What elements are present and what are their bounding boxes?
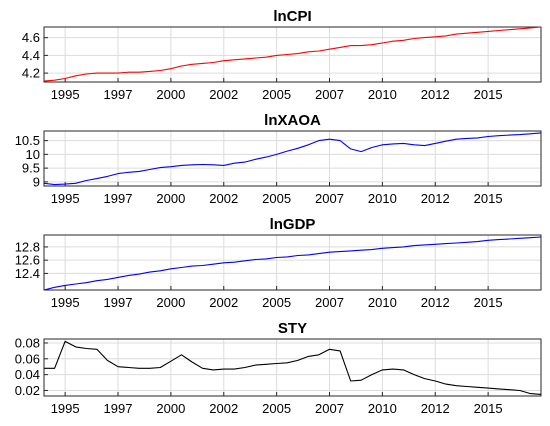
- axes-frame: [43, 130, 542, 187]
- panel-lnxaoa: 1995 1997 2000 2002 2005 2007 2010 2012 2015 99.5…: [15, 112, 542, 206]
- x-tick-label: 1997: [104, 87, 133, 102]
- x-tick-label: 2002: [209, 87, 238, 102]
- x-tick-label: 2012: [421, 87, 450, 102]
- y-tick-label: 12.4: [15, 266, 40, 281]
- x-tick-label: 2012: [421, 295, 450, 310]
- x-tick-label: 2005: [262, 191, 291, 206]
- x-tick-label: 2000: [156, 401, 185, 416]
- x-tick-label: 2007: [315, 191, 344, 206]
- x-tick-label: 2007: [315, 87, 344, 102]
- chart-title: lnGDP: [270, 216, 316, 233]
- x-tick-label: 2012: [421, 401, 450, 416]
- y-tick-label: 10.5: [15, 133, 40, 148]
- x-tick-label: 2010: [368, 401, 397, 416]
- y-tick-label: 0.08: [15, 335, 40, 350]
- x-tick-label: 1995: [51, 401, 80, 416]
- x-tick-label: 2015: [474, 295, 503, 310]
- series-line: [43, 26, 542, 82]
- x-tick-label: 1997: [104, 295, 133, 310]
- x-tick-label: 2000: [156, 295, 185, 310]
- panel-sty: 1995 1997 2000 2002 2005 2007 2010 2012 2015 0.02…: [15, 320, 542, 416]
- y-tick-label: 9.5: [22, 161, 40, 176]
- y-tick-label: 12.6: [15, 253, 40, 268]
- x-tick-label: 2005: [262, 87, 291, 102]
- y-tick-label: 0.06: [15, 351, 40, 366]
- y-tick-label: 4.4: [22, 48, 40, 63]
- x-tick-label: 2015: [474, 191, 503, 206]
- series-line: [43, 132, 542, 186]
- x-tick-label: 2000: [156, 191, 185, 206]
- series-line: [43, 236, 542, 291]
- axes-frame: [43, 26, 542, 83]
- y-tick-label: 4.2: [22, 66, 40, 81]
- x-tick-label: 2002: [209, 401, 238, 416]
- y-tick-label: 9: [33, 174, 40, 189]
- x-tick-label: 1997: [104, 191, 133, 206]
- panel-lngdp: 1995 1997 2000 2002 2005 2007 2010 2012 2015 12.4…: [15, 216, 542, 310]
- y-tick-label: 0.02: [15, 383, 40, 398]
- series-line: [44, 340, 542, 395]
- chart-title: lnXAOA: [264, 112, 321, 129]
- y-tick-label: 4.6: [22, 30, 40, 45]
- x-tick-label: 2007: [315, 401, 344, 416]
- y-tick-label: 10: [26, 147, 40, 162]
- x-tick-label: 2012: [421, 191, 450, 206]
- x-tick-label: 2002: [209, 295, 238, 310]
- panel-lncpi: 1995 1997 2000 2002 2005 2007 2010 2012 2015 4.2 4…: [22, 8, 542, 102]
- x-tick-label: 2015: [474, 87, 503, 102]
- x-tick-label: 2002: [209, 191, 238, 206]
- x-tick-label: 2000: [156, 87, 185, 102]
- x-tick-label: 2010: [368, 87, 397, 102]
- y-tick-label: 0.04: [15, 367, 40, 382]
- x-tick-label: 1995: [51, 191, 80, 206]
- x-tick-label: 2005: [262, 295, 291, 310]
- axes-frame: [43, 338, 542, 397]
- axes-frame: [43, 234, 542, 291]
- x-tick-label: 1995: [51, 87, 80, 102]
- x-tick-label: 1997: [104, 401, 133, 416]
- y-tick-label: 12.8: [15, 239, 40, 254]
- x-tick-label: 2005: [262, 401, 291, 416]
- chart-title: STY: [278, 320, 307, 337]
- chart-title: lnCPI: [273, 8, 311, 25]
- x-tick-label: 2010: [368, 295, 397, 310]
- x-tick-label: 2015: [474, 401, 503, 416]
- x-tick-label: 2010: [368, 191, 397, 206]
- x-tick-label: 2007: [315, 295, 344, 310]
- x-tick-label: 1995: [51, 295, 80, 310]
